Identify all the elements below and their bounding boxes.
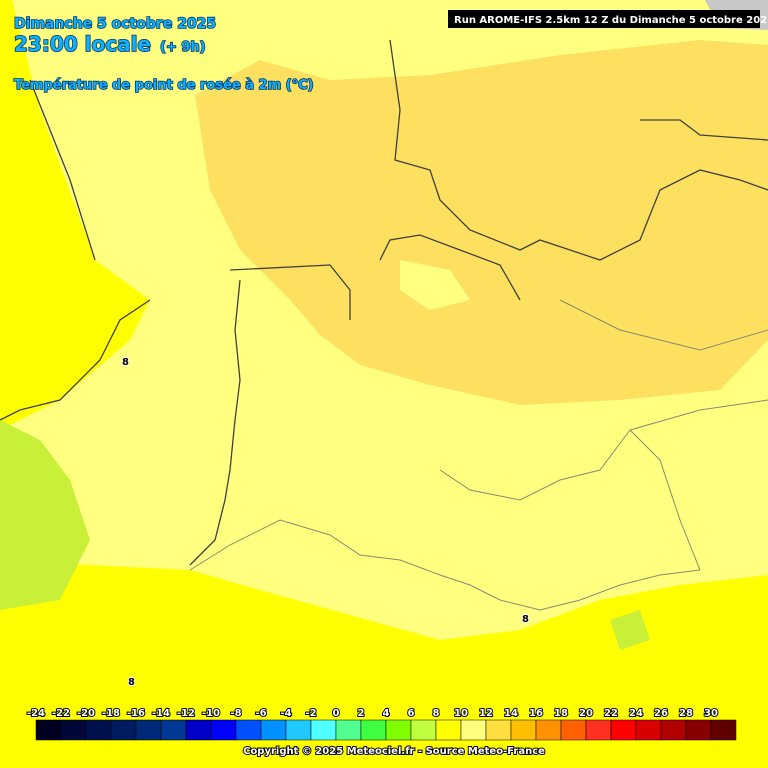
legend-swatch <box>110 719 137 741</box>
color-legend: -24 -22 -20 -18 -16 -14 -12 -10 -8 -6 -4 -2 0 2 4 6 8 10 1… <box>26 707 737 741</box>
legend-label: -22 <box>52 708 70 719</box>
legend-swatch <box>410 719 437 741</box>
isoline-label: 8 <box>128 677 135 688</box>
legend-label: 8 <box>433 708 440 719</box>
legend-label: -4 <box>280 708 291 719</box>
legend-swatch <box>460 719 487 741</box>
legend-label: 10 <box>454 708 468 719</box>
legend-swatch <box>360 719 387 741</box>
legend-swatch <box>310 719 337 741</box>
legend-label: 2 <box>358 708 365 719</box>
legend-swatch <box>485 719 512 741</box>
legend-swatch <box>285 719 312 741</box>
zone-pale <box>400 260 470 310</box>
copyright: Copyright © 2025 Meteociel.fr - Source M… <box>243 746 545 757</box>
time: 23:00 locale <box>14 32 151 56</box>
legend-label: 22 <box>604 708 618 719</box>
legend-label: 16 <box>529 708 543 719</box>
date: Dimanche 5 octobre 2025 <box>14 16 216 32</box>
offset: (+ 9h) <box>160 40 206 55</box>
isoline-label: 8 <box>122 357 129 368</box>
legend-label: 20 <box>579 708 593 719</box>
zone-orange <box>195 40 768 405</box>
border <box>189 299 768 611</box>
legend-swatch <box>35 719 62 741</box>
zone-bright <box>0 560 768 768</box>
legend-swatch <box>635 719 662 741</box>
legend-swatch <box>560 719 587 741</box>
legend-label: 12 <box>479 708 493 719</box>
legend-label: -10 <box>202 708 220 719</box>
legend-swatch <box>585 719 612 741</box>
legend-label: 30 <box>704 708 718 719</box>
variable: Température de point de rosée à 2m (°C) <box>14 78 314 93</box>
legend-label: 28 <box>679 708 693 719</box>
legend-swatch <box>185 719 212 741</box>
zone-green <box>0 420 90 610</box>
legend-swatch <box>335 719 362 741</box>
legend-swatch <box>60 719 87 741</box>
legend-swatch <box>510 719 537 741</box>
legend-swatch <box>660 719 687 741</box>
legend-label: -8 <box>230 708 241 719</box>
legend-label: -6 <box>255 708 266 719</box>
legend-label: 24 <box>629 708 643 719</box>
legend-swatch <box>535 719 562 741</box>
legend-swatch <box>135 719 162 741</box>
legend-label: 14 <box>504 708 518 719</box>
legend-swatch <box>160 719 187 741</box>
legend-label: -20 <box>77 708 95 719</box>
legend-swatch <box>85 719 112 741</box>
zone-bright <box>0 0 150 430</box>
legend-swatch <box>385 719 412 741</box>
legend-swatch <box>610 719 637 741</box>
run-info: Run AROME-IFS 2.5km 12 Z du Dimanche 5 o… <box>454 15 768 26</box>
legend-label: -18 <box>102 708 120 719</box>
coastline <box>0 39 768 421</box>
zone-green <box>610 610 650 650</box>
legend-label: 26 <box>654 708 668 719</box>
legend-label: 0 <box>333 708 340 719</box>
legend-swatch <box>435 719 462 741</box>
legend-label: -12 <box>177 708 195 719</box>
legend-swatch <box>210 719 237 741</box>
legend-label: -24 <box>27 708 45 719</box>
legend-swatch <box>710 719 737 741</box>
legend-swatch <box>685 719 712 741</box>
legend-label: 6 <box>408 708 415 719</box>
legend-label: 4 <box>383 708 390 719</box>
legend-label: 18 <box>554 708 568 719</box>
run-box <box>448 10 760 28</box>
legend-label: -14 <box>152 708 170 719</box>
isoline-label: 8 <box>522 614 529 625</box>
legend-label: -2 <box>305 708 316 719</box>
legend-swatch <box>235 719 262 741</box>
coastline <box>189 279 241 566</box>
legend-swatch <box>260 719 287 741</box>
legend-label: -16 <box>127 708 145 719</box>
